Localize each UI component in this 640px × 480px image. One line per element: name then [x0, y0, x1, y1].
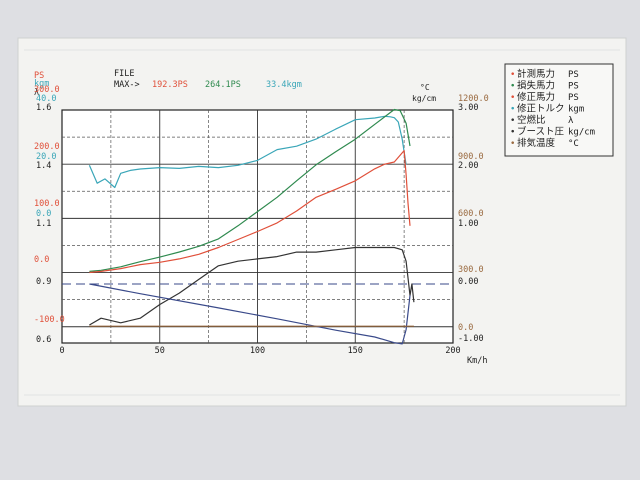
boost-tick-label: 1.00: [458, 219, 478, 229]
legend: • 計測馬力 PS• 損失馬力 PS• 修正馬力 PS• 修正トルク kgm• 空燃比 λ• ブースト…: [510, 68, 595, 149]
legend-marker: •: [510, 139, 515, 149]
right-axis-ticks: 1200.0 900.0 600.0 300.0 0.0 3.00 2.00 1.00 0.00…: [458, 94, 489, 344]
legend-item-unit: PS: [568, 70, 579, 80]
lambda-tick-label: 1.4: [36, 161, 51, 171]
max-label: MAX->: [114, 80, 140, 90]
temp-tick-label: 300.0: [458, 265, 484, 275]
temp-tick-label: 0.0: [458, 323, 473, 333]
file-label: FILE: [114, 69, 134, 79]
legend-item-unit: PS: [568, 93, 579, 103]
x-tick-label: 200: [445, 346, 460, 356]
temp-tick-label: 1200.0: [458, 94, 489, 104]
x-axis-ticks: 0 50 100 150 200: [59, 346, 460, 356]
legend-box: [504, 63, 614, 157]
legend-item-label: 排気温度: [517, 137, 556, 149]
legend-marker: •: [510, 105, 515, 115]
boost-tick-label: 2.00: [458, 161, 478, 171]
series-line: [89, 246, 415, 326]
legend-item-unit: PS: [568, 82, 579, 92]
temp-tick-label: 900.0: [458, 152, 484, 162]
x-tick-label: 50: [155, 346, 165, 356]
ps-tick-label: 300.0: [34, 85, 60, 95]
degc-unit: °C: [420, 83, 430, 92]
x-tick-label: 150: [348, 346, 363, 356]
ps-tick-label: 0.0: [34, 255, 49, 265]
max-torque-value: 33.4kgm: [266, 80, 302, 90]
lambda-tick-label: 0.6: [36, 335, 51, 345]
x-tick-label: 100: [250, 346, 265, 356]
legend-marker: •: [510, 70, 515, 80]
x-tick-label: 0: [59, 346, 64, 356]
legend-item-unit: kgm: [568, 105, 584, 115]
ps-tick-label: 100.0: [34, 199, 60, 209]
boost-tick-label: 3.00: [458, 103, 478, 113]
boost-tick-label: 0.00: [458, 277, 478, 287]
kgm-unit-label: kgm: [34, 79, 49, 89]
kgm-tick-label: 20.0: [36, 152, 56, 162]
left-axis-ticks: 300.0200.0100.00.0-100.040.020.00.01.61.…: [34, 85, 65, 345]
max-loss-value: 264.1PS: [205, 80, 241, 90]
legend-marker: •: [510, 128, 515, 138]
kgm-tick-label: 40.0: [36, 94, 56, 104]
paper-ghost-lines: [24, 49, 620, 396]
series-line: [88, 115, 407, 189]
legend-item-label: 修正馬力: [517, 91, 555, 103]
legend-item-label: 計測馬力: [517, 68, 555, 80]
legend-item-label: 空燃比: [517, 114, 546, 126]
legend-item-label: 修正トルク: [517, 103, 565, 115]
boost-tick-label: -1.00: [458, 334, 484, 344]
ps-tick-label: -100.0: [34, 315, 65, 325]
max-power-value: 192.3PS: [152, 80, 188, 90]
legend-item-unit: λ: [568, 116, 574, 126]
x-axis-label: Km/h: [467, 356, 487, 366]
legend-marker: •: [510, 93, 515, 103]
kgm-tick-label: 0.0: [36, 209, 51, 219]
legend-item-label: 損失馬力: [517, 80, 555, 92]
kgcm-unit: kg/cm: [412, 94, 436, 103]
series-line: [89, 150, 411, 274]
series-line: [89, 283, 411, 345]
temp-tick-label: 600.0: [458, 209, 484, 219]
lambda-tick-label: 1.6: [36, 103, 51, 113]
legend-marker: •: [510, 116, 515, 126]
lambda-tick-label: 1.1: [36, 219, 51, 229]
legend-item-unit: °C: [568, 139, 579, 149]
lambda-tick-label: 0.9: [36, 277, 51, 287]
series-line: [89, 108, 411, 272]
legend-item-unit: kg/cm: [568, 128, 595, 138]
series-layer: [62, 108, 453, 345]
ps-tick-label: 200.0: [34, 142, 60, 152]
lambda-unit-label: λ: [34, 88, 39, 98]
legend-item-label: ブースト圧: [517, 126, 565, 138]
legend-marker: •: [510, 82, 515, 92]
ps-unit-label: PS: [34, 71, 44, 81]
